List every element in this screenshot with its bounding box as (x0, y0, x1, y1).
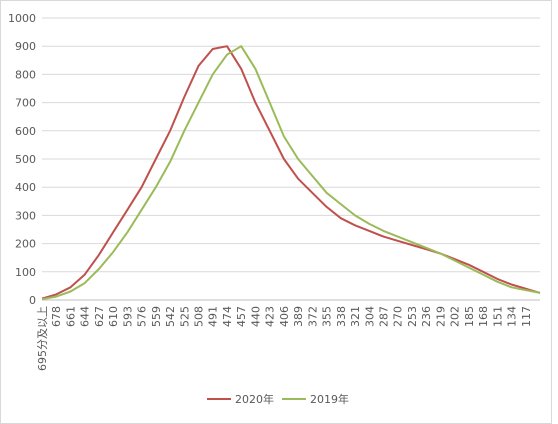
x-tick-label: 338 (335, 306, 348, 327)
x-tick-label: 219 (434, 306, 447, 327)
x-tick-label: 644 (79, 306, 92, 327)
x-tick-label: 253 (406, 306, 419, 327)
x-tick-label: 627 (93, 306, 106, 327)
x-tick-label: 270 (392, 306, 405, 327)
x-tick-label: 559 (150, 306, 163, 327)
x-tick-label: 593 (121, 306, 134, 327)
x-tick-label: 168 (477, 306, 490, 327)
legend-label: 2020年 (235, 392, 274, 406)
x-tick-label: 508 (193, 306, 206, 327)
x-tick-label: 287 (377, 306, 390, 327)
x-tick-label: 491 (207, 306, 220, 327)
y-tick-label: 600 (15, 125, 36, 138)
x-tick-label: 134 (506, 306, 519, 327)
x-tick-label: 661 (64, 306, 77, 327)
x-tick-label: 355 (321, 306, 334, 327)
x-tick-label: 678 (50, 306, 63, 327)
x-tick-label: 236 (420, 306, 433, 327)
series-line (41, 45, 541, 300)
x-tick-label: 474 (221, 306, 234, 327)
x-tick-label: 440 (249, 306, 262, 327)
legend-label: 2019年 (310, 392, 349, 406)
x-tick-label: 389 (292, 306, 305, 327)
x-tick-label: 423 (264, 306, 277, 327)
y-tick-label: 0 (29, 294, 36, 307)
y-tick-label: 200 (15, 238, 36, 251)
x-tick-label: 304 (363, 306, 376, 327)
x-tick-label: 610 (107, 306, 120, 327)
x-tick-label: 695分及以上 (36, 306, 49, 371)
x-tick-label: 542 (164, 306, 177, 327)
y-tick-label: 800 (15, 68, 36, 81)
x-tick-label: 372 (306, 306, 319, 327)
x-tick-label: 151 (491, 306, 504, 327)
y-tick-label: 1000 (8, 12, 36, 25)
y-tick-label: 900 (15, 40, 36, 53)
x-tick-label: 576 (136, 306, 149, 327)
x-tick-label: 406 (278, 306, 291, 327)
x-tick-label: 457 (235, 306, 248, 327)
y-tick-label: 300 (15, 209, 36, 222)
series-line (41, 45, 541, 301)
x-tick-label: 202 (449, 306, 462, 327)
x-tick-label: 117 (520, 306, 533, 327)
x-tick-label: 185 (463, 306, 476, 327)
y-tick-label: 500 (15, 153, 36, 166)
x-tick-label: 321 (349, 306, 362, 327)
y-tick-label: 400 (15, 181, 36, 194)
y-tick-label: 100 (15, 266, 36, 279)
y-tick-label: 700 (15, 97, 36, 110)
x-tick-label: 525 (178, 306, 191, 327)
